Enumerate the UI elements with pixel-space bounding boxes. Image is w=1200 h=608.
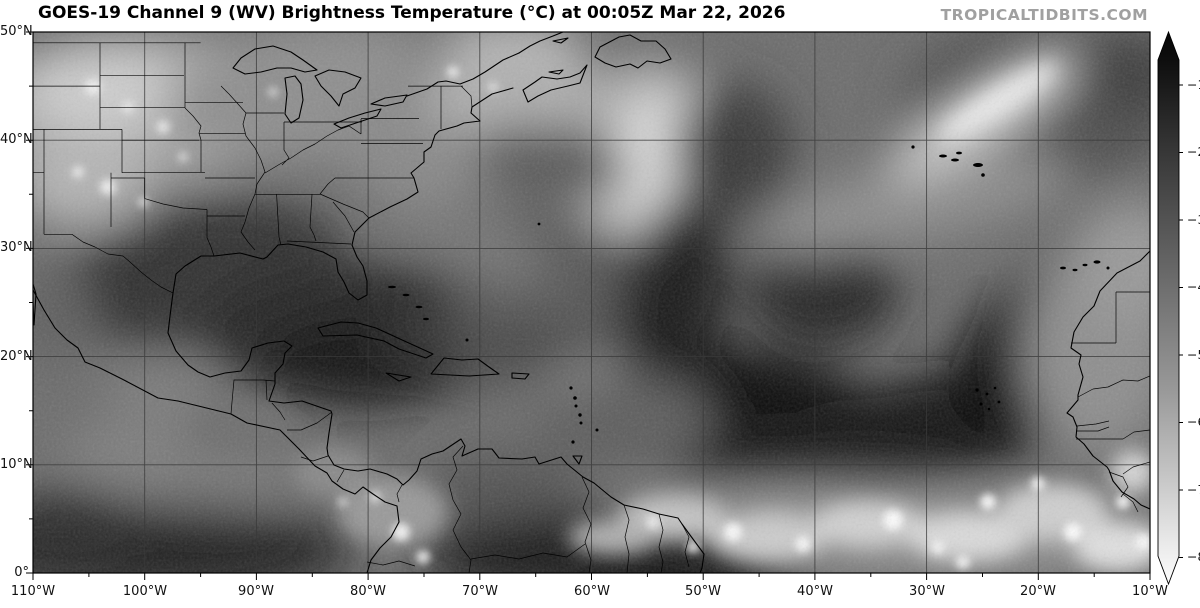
y-tick-label: 20°N <box>0 349 33 364</box>
x-tick-label: 30°W <box>909 584 945 599</box>
x-tick-label: 60°W <box>574 584 610 599</box>
y-tick-label: 30°N <box>0 240 33 255</box>
satellite-imagery <box>33 32 1150 573</box>
x-tick-label: 10°W <box>1132 584 1168 599</box>
colorbar-tick-label: −50 <box>1187 347 1200 362</box>
x-tick-label: 90°W <box>238 584 274 599</box>
colorbar-tick-label: −10 <box>1187 77 1200 92</box>
colorbar-tick-label: −20 <box>1187 144 1200 159</box>
x-tick-label: 40°W <box>797 584 833 599</box>
x-tick-label: 100°W <box>122 584 168 599</box>
x-tick-label: 80°W <box>350 584 386 599</box>
y-tick-label: 0° <box>14 565 29 580</box>
x-tick-label: 110°W <box>10 584 56 599</box>
map-canvas <box>33 32 1150 573</box>
colorbar-ticks <box>1179 84 1183 558</box>
x-tick-label: 70°W <box>462 584 498 599</box>
x-tick-label: 20°W <box>1020 584 1056 599</box>
x-axis-ticks <box>32 573 1151 580</box>
x-tick-label: 50°W <box>685 584 721 599</box>
colorbar <box>1157 30 1183 586</box>
y-tick-label: 40°N <box>0 132 33 147</box>
figure-title: GOES-19 Channel 9 (WV) Brightness Temper… <box>38 3 786 23</box>
colorbar-tick-label: −40 <box>1187 279 1200 294</box>
colorbar-tick-label: −30 <box>1187 212 1200 227</box>
site-watermark: TROPICALTIDBITS.COM <box>940 6 1148 24</box>
colorbar-tick-label: −60 <box>1187 414 1200 429</box>
colorbar-tick-label: −70 <box>1187 482 1200 497</box>
y-tick-label: 10°N <box>0 457 33 472</box>
colorbar-gradient <box>1157 30 1180 586</box>
colorbar-tick-label: −80 <box>1187 549 1200 564</box>
y-tick-label: 50°N <box>0 24 33 39</box>
y-axis-ticks <box>26 31 33 574</box>
